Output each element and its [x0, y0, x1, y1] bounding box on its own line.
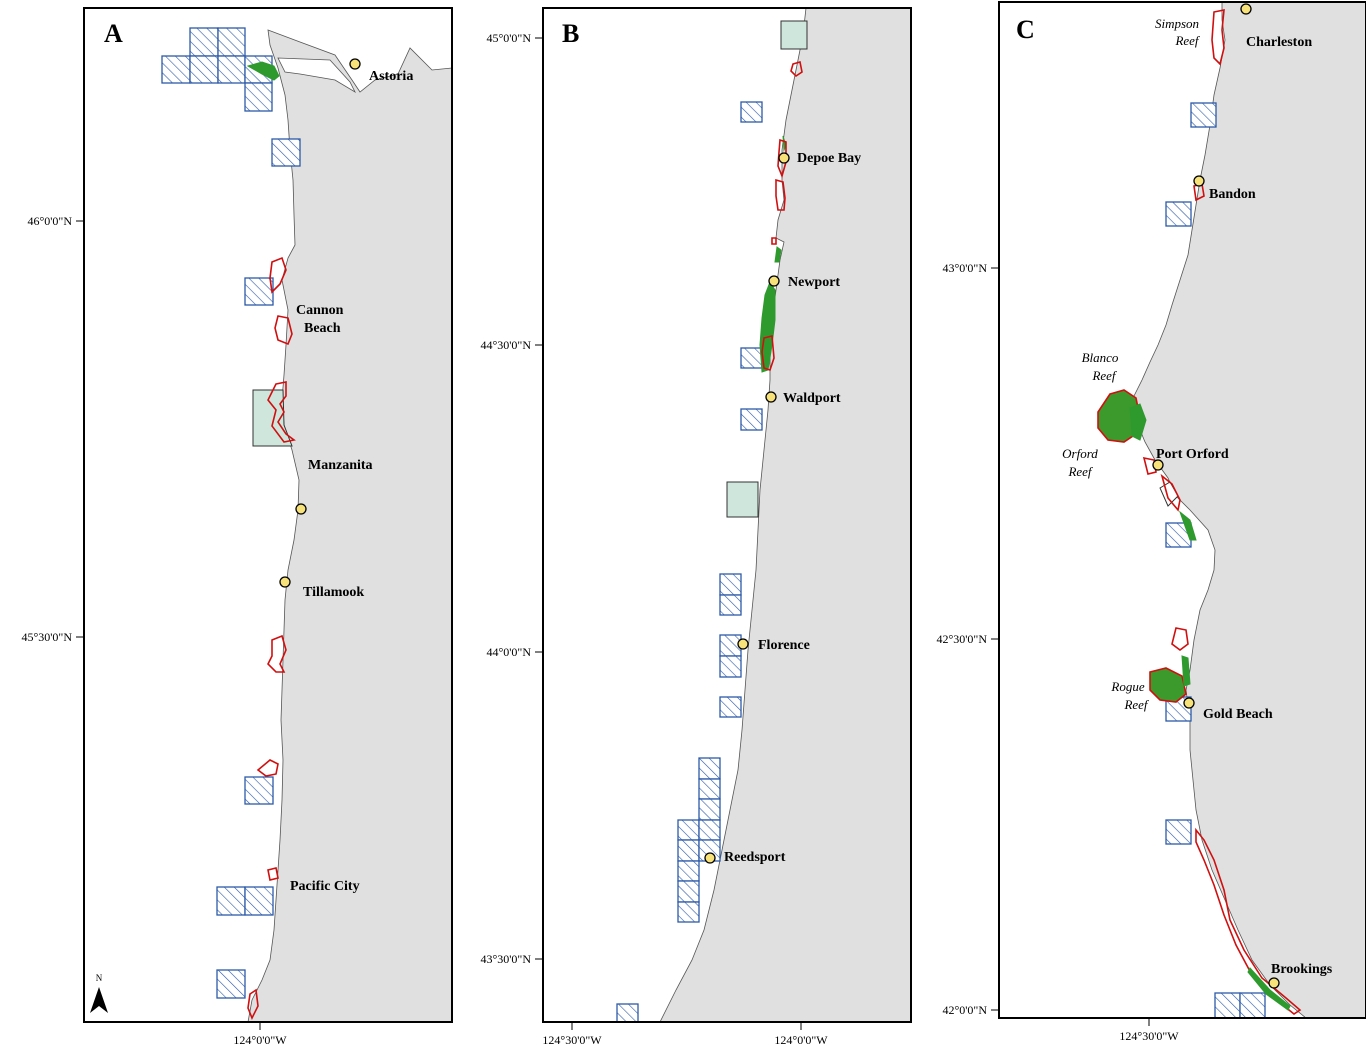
panel-b: B 45°0'0"N 44°30'0"N 44°0'0"N 43°30'0"N …	[480, 7, 912, 1047]
svg-text:N: N	[96, 973, 103, 983]
lat-tick-label: 43°30'0"N	[480, 952, 531, 966]
town-label-pacific-city: Pacific City	[290, 879, 360, 894]
panel-frame-b	[542, 7, 912, 1023]
hatched-quadrats-c	[1165, 102, 1266, 1018]
town-marker-icon	[1152, 459, 1164, 471]
reef-outlines-c	[1097, 9, 1302, 1015]
town-marker-icon	[737, 638, 749, 650]
reef-label-orford: Orford	[1062, 446, 1098, 461]
reef-label-simpson: Simpson	[1155, 16, 1199, 31]
town-label-manzanita: Manzanita	[308, 458, 373, 473]
town-label-astoria: Astoria	[369, 69, 413, 84]
town-label-newport: Newport	[788, 275, 840, 290]
town-marker-icon	[704, 852, 716, 864]
town-label-charleston: Charleston	[1246, 35, 1312, 50]
land-mass-c	[1131, 2, 1366, 1018]
panel-letter-a: A	[104, 19, 123, 48]
town-label-brookings: Brookings	[1271, 962, 1333, 977]
town-label-gold-beach: Gold Beach	[1203, 707, 1273, 722]
lat-tick-label: 42°0'0"N	[942, 1003, 987, 1017]
land-mass-a	[247, 29, 452, 1022]
lon-tick-label: 124°0'0"W	[774, 1033, 828, 1047]
lat-tick-label: 45°30'0"N	[21, 630, 72, 644]
town-marker-icon	[1268, 977, 1280, 989]
kelp-a	[246, 61, 280, 81]
lon-tick-label: 124°30'0"W	[1119, 1029, 1179, 1043]
blanco-orford-reef	[1097, 389, 1141, 443]
lat-tick-label: 46°0'0"N	[27, 214, 72, 228]
lon-tick-label: 124°30'0"W	[542, 1033, 602, 1047]
north-arrow-icon: N	[90, 973, 108, 1013]
town-marker-icon	[768, 275, 780, 287]
lat-tick-label: 43°0'0"N	[942, 261, 987, 275]
reef-outlines-a	[247, 256, 296, 1020]
panel-letter-c: C	[1016, 15, 1035, 44]
hatched-quadrats-a	[161, 27, 301, 999]
reef-label-simpson-2: Reef	[1174, 33, 1200, 48]
reef-label-rogue: Rogue	[1110, 679, 1144, 694]
town-marker-icon	[349, 58, 361, 70]
town-marker-icon	[765, 391, 777, 403]
lat-tick-label: 44°0'0"N	[486, 645, 531, 659]
reef-label-rogue-2: Reef	[1123, 697, 1149, 712]
town-marker-icon	[1183, 697, 1195, 709]
town-label-bandon: Bandon	[1209, 187, 1256, 202]
reef-label-blanco-2: Reef	[1091, 368, 1117, 383]
town-label-depoe-bay: Depoe Bay	[797, 151, 861, 166]
rogue-reef	[1149, 667, 1187, 703]
town-label-tillamook: Tillamook	[303, 585, 364, 600]
lat-tick-label: 45°0'0"N	[486, 31, 531, 45]
panel-frame-c	[998, 1, 1366, 1019]
town-label-beach: Beach	[304, 321, 341, 336]
panel-frame-a	[83, 7, 453, 1023]
reef-outlines-b	[761, 60, 803, 372]
town-label-florence: Florence	[758, 638, 810, 653]
town-label-cannon: Cannon	[296, 303, 344, 318]
panel-c: C 43°0'0"N 42°30'0"N 42°0'0"N 124°30'0"W…	[936, 1, 1366, 1043]
town-label-waldport: Waldport	[783, 391, 841, 406]
lat-tick-label: 44°30'0"N	[480, 338, 531, 352]
town-label-port-orford: Port Orford	[1156, 447, 1229, 462]
town-marker-icon	[778, 152, 790, 164]
lat-tick-label: 42°30'0"N	[936, 632, 987, 646]
reef-label-blanco: Blanco	[1082, 350, 1119, 365]
kelp-b	[759, 280, 776, 373]
town-marker-icon	[1193, 175, 1205, 187]
marine-reserve-b1	[780, 20, 808, 50]
reef-label-orford-2: Reef	[1067, 464, 1093, 479]
lon-tick-label: 124°0'0"W	[233, 1033, 287, 1047]
marine-reserve-b2	[726, 481, 759, 518]
town-marker-icon	[1240, 3, 1252, 15]
town-label-reedsport: Reedsport	[724, 850, 786, 865]
panel-a: A 46°0'0"N 45°30'0"N 124°0'0"W Astoria C…	[21, 7, 453, 1047]
town-marker-icon	[295, 503, 307, 515]
panel-letter-b: B	[562, 19, 579, 48]
town-marker-icon	[279, 576, 291, 588]
